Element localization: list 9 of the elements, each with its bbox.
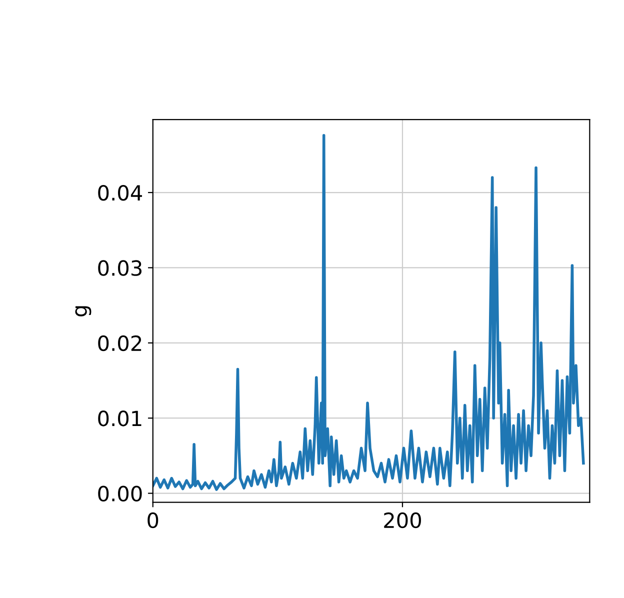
y-axis-title: g [75,306,92,316]
y-tick-label: 0.04 [98,184,142,201]
x-tick-label: 0 [148,512,158,528]
y-tick-label: 0.03 [98,260,142,276]
y-tick-label: 0.00 [98,486,142,502]
y-tick-label: 0.02 [98,335,142,352]
x-tick-label: 200 [384,512,421,528]
line-series [152,134,585,491]
y-tick-label: 0.01 [98,410,142,426]
